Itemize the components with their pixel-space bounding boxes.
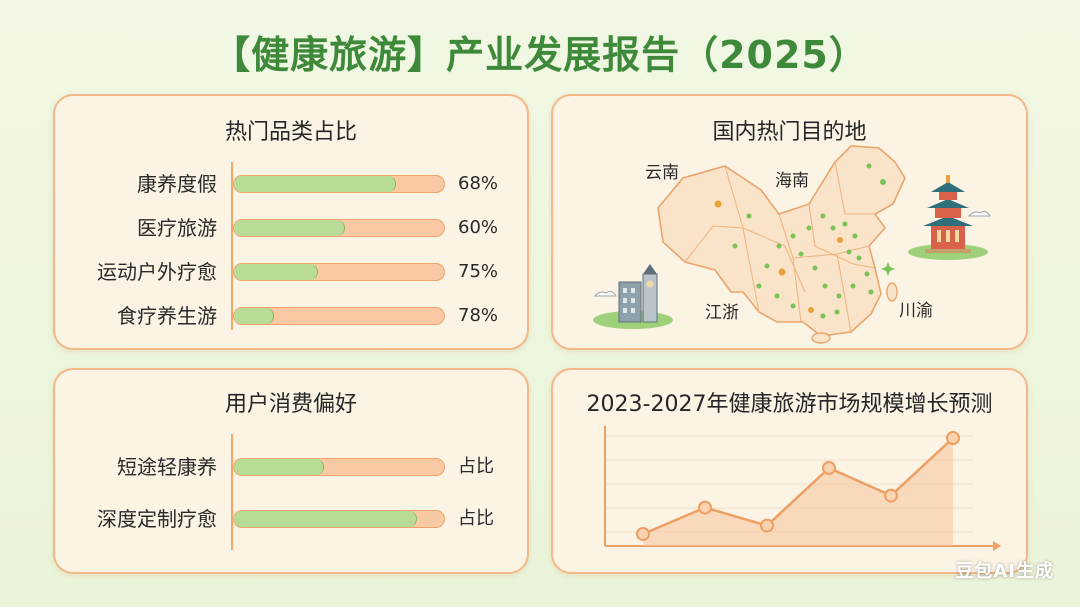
category-label: 医疗旅游	[137, 216, 217, 240]
pagoda-illustration	[908, 175, 991, 260]
category-bar-fill	[234, 308, 274, 324]
preference-label: 深度定制疗愈	[97, 507, 217, 531]
growth-forecast-title: 2023-2027年健康旅游市场规模增长预测	[586, 392, 993, 417]
preference-row: 短途轻康养 占比	[55, 454, 527, 480]
preference-bar-track	[233, 458, 445, 476]
series-line	[642, 437, 954, 536]
category-row: 康养度假 68%	[55, 171, 527, 197]
data-point	[884, 488, 898, 503]
category-value: 75%	[458, 261, 499, 282]
hainan-island	[811, 332, 831, 344]
category-bar-fill	[234, 176, 396, 192]
category-bar-track	[233, 175, 445, 193]
preference-label: 短途轻康养	[117, 455, 217, 479]
destination-map-panel: 国内热门目的地	[551, 94, 1028, 350]
growth-forecast-chart	[604, 426, 1001, 551]
area-fill	[643, 438, 953, 546]
x-axis-arrow	[993, 541, 1001, 551]
map-label-chuanyu: 川渝	[899, 301, 933, 321]
category-bar-track	[233, 307, 445, 325]
category-bar-fill	[234, 264, 318, 280]
category-label: 康养度假	[137, 172, 217, 196]
data-point	[760, 518, 774, 533]
sparkle-icon	[881, 262, 895, 276]
preference-bar-track	[233, 510, 445, 528]
data-point	[822, 461, 836, 475]
preference-divider	[231, 434, 233, 550]
destination-map-title: 国内热门目的地	[712, 120, 867, 145]
preference-value: 占比	[458, 508, 494, 529]
map-label-hainan: 海南	[775, 171, 809, 191]
china-map	[593, 145, 991, 344]
category-value: 78%	[458, 305, 499, 326]
category-bar-fill	[234, 220, 346, 236]
category-value: 60%	[458, 217, 499, 238]
taiwan-island	[886, 282, 898, 302]
category-divider	[231, 162, 233, 330]
category-row: 医疗旅游 60%	[55, 215, 527, 241]
category-label: 食疗养生游	[117, 304, 217, 328]
data-point	[636, 527, 650, 541]
category-row: 食疗养生游 78%	[55, 303, 527, 329]
category-share-title: 热门品类占比	[224, 120, 357, 145]
city-illustration	[593, 264, 673, 329]
category-value: 68%	[458, 173, 499, 194]
category-label: 运动户外疗愈	[97, 260, 217, 284]
category-row: 运动户外疗愈 75%	[55, 259, 527, 285]
category-share-panel: 热门品类占比 康养度假 68% 医疗旅游 60% 运动户外疗愈 75% 食疗养生游 78%	[53, 94, 529, 350]
preference-value: 占比	[458, 456, 494, 477]
map-label-yunnan: 云南	[645, 163, 679, 183]
data-point	[946, 431, 960, 445]
destination-dots	[714, 163, 886, 319]
consumer-preference-panel: 用户消费偏好 短途轻康养 占比 深度定制疗愈 占比	[53, 368, 529, 574]
growth-forecast-panel: 2023-2027年健康旅游市场规模增长预测	[551, 368, 1028, 574]
preference-bar-fill	[234, 459, 325, 475]
category-bar-track	[233, 263, 445, 281]
page-title: 【健康旅游】产业发展报告（2025）	[212, 33, 868, 77]
watermark: 豆包AI生成	[955, 561, 1054, 582]
data-point	[698, 500, 712, 515]
map-label-jiangzhe: 江浙	[705, 303, 739, 323]
category-bar-track	[233, 219, 445, 237]
province-lines	[684, 161, 876, 333]
preference-row: 深度定制疗愈 占比	[55, 506, 527, 532]
consumer-preference-title: 用户消费偏好	[224, 392, 357, 417]
preference-bar-fill	[234, 511, 417, 527]
